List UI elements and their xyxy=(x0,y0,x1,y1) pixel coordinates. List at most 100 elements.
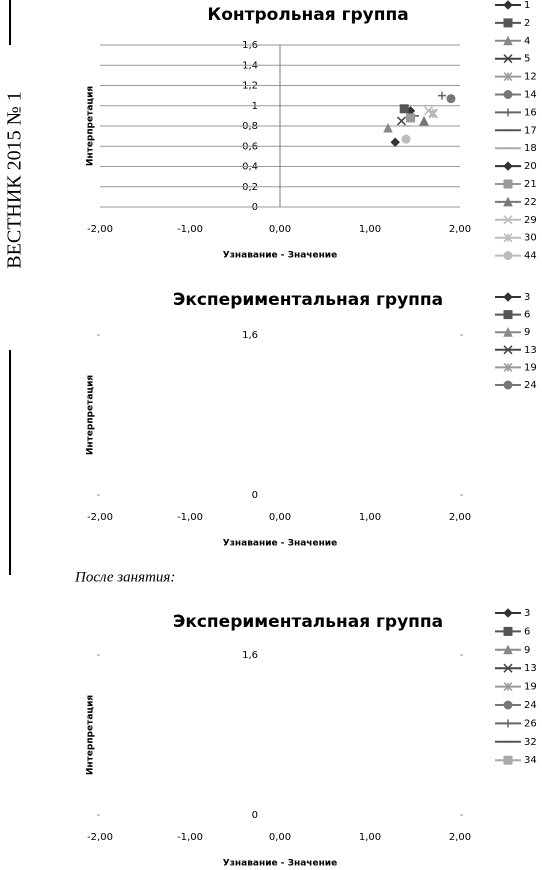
legend-label: 19 xyxy=(524,362,537,373)
legend-label: 13 xyxy=(524,345,537,356)
legend-label: 34 xyxy=(524,755,537,766)
marker xyxy=(503,755,513,765)
marker-part xyxy=(503,18,513,28)
caption: После занятия: xyxy=(74,569,175,585)
legend-label: 6 xyxy=(524,626,530,637)
marker xyxy=(503,196,513,207)
legend-label: 29 xyxy=(524,215,537,226)
marker xyxy=(503,18,513,28)
marker xyxy=(503,292,513,302)
marker xyxy=(396,116,407,126)
x-tick-label: 0,00 xyxy=(269,224,291,235)
legend-label: 44 xyxy=(524,251,537,262)
side-text: ВЕСТНИК 2015 № 1 xyxy=(4,91,26,268)
marker-part xyxy=(503,644,513,655)
marker xyxy=(438,91,446,100)
marker xyxy=(503,54,513,64)
legend-label: 18 xyxy=(524,143,537,154)
legend-label: 13 xyxy=(524,663,537,674)
chart-title: Экспериментальная группа xyxy=(173,612,443,632)
legend-label: 24 xyxy=(524,700,537,711)
legend-label: 3 xyxy=(524,292,530,303)
legend-label: 17 xyxy=(524,125,537,136)
marker xyxy=(383,122,393,133)
marker-part xyxy=(503,292,513,302)
legend-label: 32 xyxy=(524,737,537,748)
marker-part xyxy=(503,196,513,207)
marker xyxy=(504,108,512,117)
marker xyxy=(503,215,513,225)
marker xyxy=(503,72,513,82)
legend-label: 4 xyxy=(524,36,530,47)
legend-label: 20 xyxy=(524,161,537,172)
x-tick-label: 1,00 xyxy=(359,512,381,523)
marker-part xyxy=(503,0,513,10)
marker xyxy=(503,380,513,390)
x-tick-label: -2,00 xyxy=(87,832,113,843)
y-axis-title: Интерпретация xyxy=(86,86,96,167)
marker xyxy=(503,362,513,372)
legend-label: 2 xyxy=(524,18,530,29)
y-axis-title: Интерпретация xyxy=(86,695,96,776)
y-axis-title: Интерпретация xyxy=(86,375,96,456)
marker-part xyxy=(503,179,513,189)
x-tick-label: -1,00 xyxy=(177,832,203,843)
x-tick-label: 1,00 xyxy=(359,224,381,235)
marker xyxy=(446,94,456,104)
x-tick-label: 2,00 xyxy=(449,512,471,523)
marker xyxy=(503,663,513,673)
marker xyxy=(399,104,409,114)
marker xyxy=(503,179,513,189)
marker xyxy=(406,113,415,123)
marker-part xyxy=(383,122,393,133)
marker-part xyxy=(503,380,513,390)
marker-part xyxy=(503,54,513,64)
marker-part xyxy=(503,755,513,765)
legend-label: 21 xyxy=(524,179,537,190)
marker-part xyxy=(503,608,513,618)
marker xyxy=(503,90,513,99)
marker-part xyxy=(503,215,513,225)
marker xyxy=(428,108,438,118)
legend-label: 14 xyxy=(524,90,537,101)
y-tick-label: 0 xyxy=(252,490,258,501)
marker-part xyxy=(390,137,400,147)
marker xyxy=(401,134,411,144)
marker-part xyxy=(503,35,513,46)
marker xyxy=(503,161,513,171)
marker-part xyxy=(503,327,513,337)
marker-part xyxy=(419,115,429,126)
x-tick-label: -1,00 xyxy=(177,224,203,235)
marker xyxy=(503,608,513,618)
legend-label: 1 xyxy=(524,0,530,11)
y-tick-label: 0 xyxy=(252,810,258,821)
marker xyxy=(503,251,513,261)
marker xyxy=(423,106,434,116)
legend-label: 24 xyxy=(524,380,537,391)
marker xyxy=(503,626,513,636)
marker-part xyxy=(423,106,434,116)
marker xyxy=(390,137,400,147)
x-tick-label: -1,00 xyxy=(177,512,203,523)
marker-part xyxy=(503,90,513,99)
x-tick-label: 2,00 xyxy=(449,832,471,843)
marker xyxy=(503,310,513,320)
chart-title: Контрольная группа xyxy=(207,5,408,25)
marker xyxy=(503,35,513,46)
y-tick-label: 1,6 xyxy=(242,330,258,341)
y-tick-label: 1,6 xyxy=(242,650,258,661)
x-tick-label: -2,00 xyxy=(87,224,113,235)
marker-part xyxy=(503,626,513,636)
x-tick-label: 2,00 xyxy=(449,224,471,235)
legend-label: 5 xyxy=(524,54,530,65)
marker-part xyxy=(503,310,513,320)
marker xyxy=(503,0,513,10)
x-axis-title: Узнавание - Значение xyxy=(223,859,337,869)
marker xyxy=(503,327,513,337)
marker-part xyxy=(503,345,513,355)
legend-label: 9 xyxy=(524,327,530,338)
legend-label: 22 xyxy=(524,197,537,208)
legend-label: 26 xyxy=(524,718,537,729)
marker-part xyxy=(503,251,513,261)
